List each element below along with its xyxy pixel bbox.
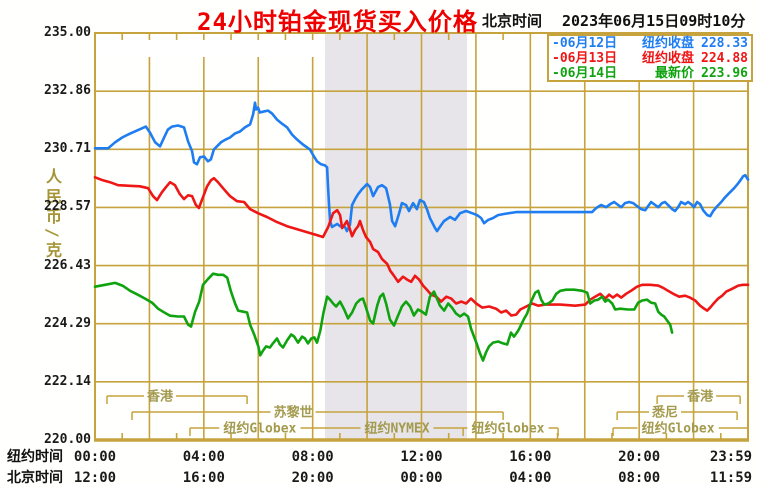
x-tick-label-ny: 20:00 <box>618 449 661 465</box>
y-tick-label: 228.57 <box>44 199 91 215</box>
session-label: 香港 <box>146 389 174 405</box>
page-title: 24小时铂金现货买入价格 <box>197 8 478 36</box>
session-label: 纽约Globex <box>642 421 715 437</box>
y-tick-label: 222.14 <box>44 373 91 389</box>
price-line-06月13日 <box>93 176 750 317</box>
session-label: 香港 <box>686 389 714 405</box>
price-line-06月12日 <box>93 101 750 233</box>
legend-value: 228.33 <box>701 36 748 51</box>
legend-date: -06月14日 <box>552 66 618 81</box>
x-tick-label-bj: 20:00 <box>291 470 334 484</box>
y-tick-label: 226.43 <box>44 257 91 273</box>
beijing-time-label: 北京时间 <box>482 12 543 30</box>
x-tick-label-ny: 23:59 <box>709 449 753 465</box>
x-tick-label-ny: 04:00 <box>182 449 225 465</box>
x-tick-label-ny: 08:00 <box>291 449 334 465</box>
session-label: 悉尼 <box>651 405 678 421</box>
x-axis-row-bj-label: 北京时间 <box>7 470 63 484</box>
nymex-session-band <box>324 33 467 440</box>
legend-series-label: 纽约收盘 <box>642 51 695 66</box>
x-tick-label-ny: 12:00 <box>400 449 443 465</box>
price-line-06月14日 <box>93 272 674 362</box>
session-label: 苏黎世 <box>274 405 313 421</box>
legend-series-label: 纽约收盘 <box>642 36 695 51</box>
y-tick-label: 224.29 <box>44 315 91 331</box>
session-label: 纽约NYMEX <box>364 421 429 437</box>
legend-row: -06月13日 纽约收盘 224.88 <box>552 51 748 66</box>
session-label: 纽约Globex <box>472 421 545 437</box>
legend-row: -06月14日 最新价 223.96 <box>552 66 748 81</box>
y-tick-label: 232.86 <box>44 83 91 99</box>
x-axis-row-ny-label: 纽约时间 <box>7 449 63 465</box>
x-tick-label-bj: 08:00 <box>618 470 661 484</box>
legend-row: -06月12日 纽约收盘 228.33 <box>552 36 748 51</box>
y-tick-label: 235.00 <box>44 25 91 40</box>
x-tick-label-ny: 00:00 <box>73 449 117 465</box>
x-tick-label-bj: 16:00 <box>182 470 225 484</box>
x-tick-label-bj: 11:59 <box>709 470 753 484</box>
x-tick-label-ny: 16:00 <box>509 449 552 465</box>
legend-value: 223.96 <box>701 66 748 81</box>
y-tick-label: 220.00 <box>44 432 91 447</box>
y-tick-label: 230.71 <box>44 141 91 157</box>
x-tick-label-bj: 12:00 <box>73 470 117 484</box>
legend-series-label: 最新价 <box>655 66 695 81</box>
timestamp: 2023年06月15日09时10分 <box>562 12 746 30</box>
legend: -06月12日 纽约收盘 228.33 -06月13日 纽约收盘 224.88 -06月14… <box>547 34 753 82</box>
session-label: 纽约Globex <box>223 421 296 437</box>
x-tick-label-bj: 00:00 <box>400 470 443 484</box>
legend-date: -06月13日 <box>552 51 618 66</box>
x-tick-label-bj: 04:00 <box>509 470 552 484</box>
legend-value: 224.88 <box>701 51 748 66</box>
white-strip-artifact <box>99 40 325 57</box>
legend-date: -06月12日 <box>552 36 618 51</box>
y-axis-name: 人民币/克 <box>43 168 62 262</box>
